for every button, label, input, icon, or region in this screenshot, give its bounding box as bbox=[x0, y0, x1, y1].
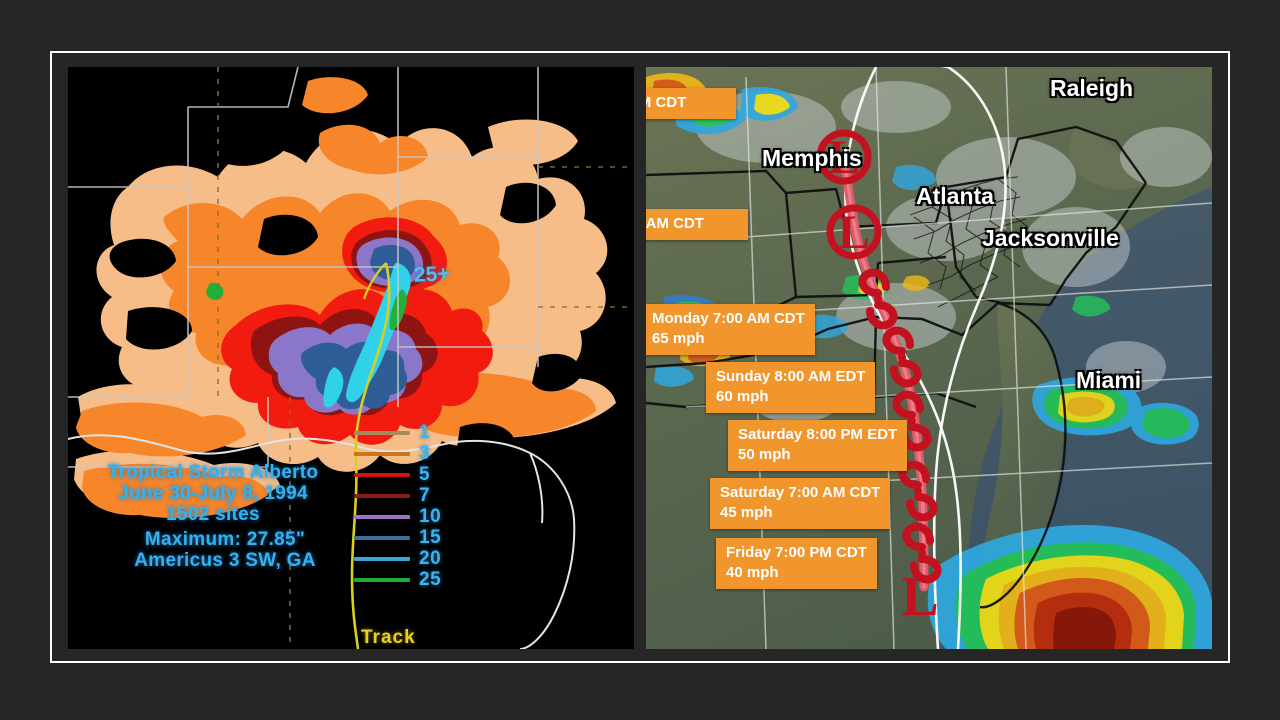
legend-swatch-10 bbox=[354, 514, 410, 519]
forecast-callout-friday: Friday 7:00 PM CDT 40 mph bbox=[716, 538, 877, 589]
legend-swatch-20 bbox=[354, 556, 410, 561]
rainfall-contours bbox=[68, 67, 634, 649]
svg-text:L: L bbox=[838, 206, 870, 259]
forecast-time: Monday 7:00 AM CDT bbox=[652, 310, 805, 327]
city-label-miami: Miami bbox=[1076, 367, 1142, 393]
city-label-raleigh: Raleigh bbox=[1050, 75, 1134, 101]
maximum-line-1: Maximum: 27.85" bbox=[144, 529, 306, 550]
legend-row: 7 bbox=[354, 485, 464, 506]
forecast-speed: 65 mph bbox=[652, 330, 705, 347]
forecast-speed: 45 mph bbox=[720, 504, 773, 521]
legend-label-3: 3 bbox=[419, 443, 431, 464]
legend-row: 20 bbox=[354, 548, 464, 569]
city-label-atlanta: Atlanta bbox=[916, 183, 994, 209]
track-legend-label: Track bbox=[361, 627, 416, 648]
forecast-time: Sunday 8:00 AM EDT bbox=[716, 368, 866, 385]
forecast-callout-clipped-2: 7:00 AM CDT bbox=[646, 209, 748, 240]
satellite-basemap bbox=[646, 67, 1212, 649]
legend-label-1: 1 bbox=[419, 422, 431, 443]
low-pressure-symbol-second: L bbox=[826, 204, 882, 260]
legend-row: 5 bbox=[354, 464, 464, 485]
legend-row: 1 bbox=[354, 422, 464, 443]
rainfall-legend: 1 3 5 7 10 15 bbox=[354, 422, 464, 590]
forecast-time: Friday 7:00 PM CDT bbox=[726, 544, 867, 561]
legend-swatch-7 bbox=[354, 493, 410, 498]
forecast-callout-clipped-1: 0 AM CDT bbox=[646, 88, 736, 119]
forecast-callout-sunday: Sunday 8:00 AM EDT 60 mph bbox=[706, 362, 876, 413]
forecast-callout-saturday-pm: Saturday 8:00 PM EDT 50 mph bbox=[728, 420, 908, 471]
legend-row: 25 bbox=[354, 569, 464, 590]
forecast-time: Saturday 7:00 AM CDT bbox=[720, 484, 881, 501]
legend-label-5: 5 bbox=[419, 464, 431, 485]
legend-label-20: 20 bbox=[419, 548, 442, 569]
legend-row: 10 bbox=[354, 506, 464, 527]
title-line-1: Tropical Storm Alberto bbox=[107, 462, 319, 483]
svg-text:L: L bbox=[901, 566, 938, 628]
storm-track-line bbox=[350, 262, 391, 649]
right-forecast-map: L L bbox=[646, 67, 1212, 649]
cone-right-edge bbox=[932, 67, 1007, 649]
city-label-jacksonville: Jacksonville bbox=[982, 225, 1119, 251]
legend-label-15: 15 bbox=[419, 527, 442, 548]
legend-swatch-3 bbox=[354, 451, 410, 456]
forecast-time: 7:00 AM CDT bbox=[646, 215, 704, 232]
maximum-line-2: Americus 3 SW, GA bbox=[134, 550, 316, 571]
forecast-speed: 60 mph bbox=[716, 388, 769, 405]
forecast-callout-saturday-am: Saturday 7:00 AM CDT 45 mph bbox=[710, 478, 891, 529]
forecast-speed: 50 mph bbox=[738, 446, 791, 463]
legend-swatch-25 bbox=[354, 577, 410, 582]
legend-swatch-15 bbox=[354, 535, 410, 540]
rainfall-25plus-label: 25+ bbox=[413, 262, 451, 287]
legend-label-10: 10 bbox=[419, 506, 442, 527]
low-pressure-symbol-bottom: L bbox=[901, 566, 938, 628]
left-map-title: Tropical Storm Alberto June 30-July 8, 1… bbox=[68, 462, 358, 525]
title-line-2: June 30-July 8, 1994 bbox=[118, 483, 308, 504]
left-rainfall-map: 25+ Tropical Storm Alberto June 30-July … bbox=[68, 67, 634, 649]
svg-text:L: L bbox=[828, 131, 860, 184]
legend-swatch-1 bbox=[354, 430, 410, 435]
forecast-callout-monday: Monday 7:00 AM CDT 65 mph bbox=[646, 304, 815, 355]
legend-label-7: 7 bbox=[419, 485, 431, 506]
forecast-time: 0 AM CDT bbox=[646, 94, 687, 111]
low-pressure-symbol-top: L bbox=[816, 129, 872, 185]
legend-swatch-5 bbox=[354, 472, 410, 477]
legend-row: 3 bbox=[354, 443, 464, 464]
forecast-speed: 40 mph bbox=[726, 564, 779, 581]
title-line-3: 1502 sites bbox=[166, 504, 260, 525]
forecast-time: Saturday 8:00 PM EDT bbox=[738, 426, 898, 443]
city-label-memphis: Memphis bbox=[762, 145, 862, 171]
left-map-maximum: Maximum: 27.85" Americus 3 SW, GA bbox=[80, 529, 370, 571]
legend-row: 15 bbox=[354, 527, 464, 548]
tropical-storm-symbol bbox=[858, 268, 942, 584]
legend-label-25: 25 bbox=[419, 569, 442, 590]
track-symbols: L L bbox=[816, 129, 942, 628]
